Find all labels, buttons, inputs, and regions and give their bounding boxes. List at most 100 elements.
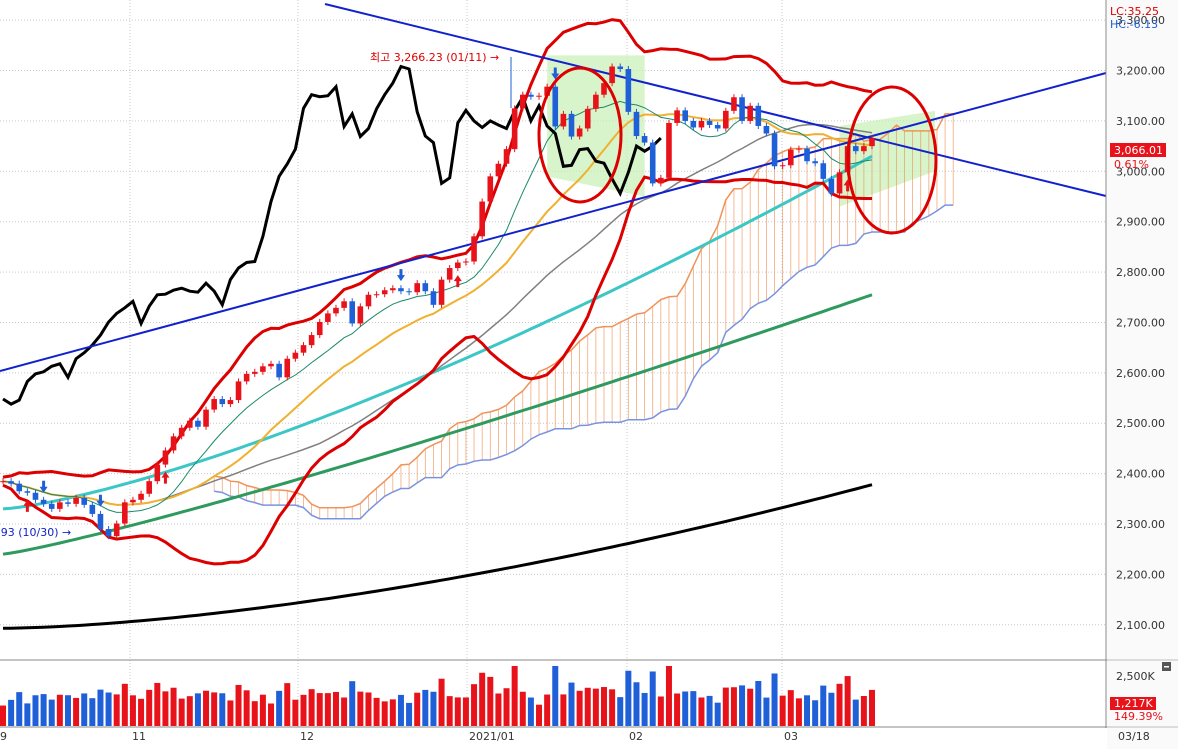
high-annotation: 최고 3,266.23 (01/11) →: [370, 51, 499, 64]
candle-body: [682, 110, 689, 121]
candle-body: [617, 66, 624, 70]
volume-bar: [779, 695, 786, 726]
candle-body: [511, 108, 518, 150]
volume-bar: [527, 697, 534, 726]
candle-body: [487, 176, 494, 202]
volume-bar: [0, 705, 6, 726]
candle-body: [138, 493, 144, 500]
annotation-circles: [537, 66, 938, 235]
candle-body: [658, 177, 664, 184]
volume-bar: [308, 689, 315, 726]
candle-body: [544, 86, 550, 96]
volume-bar: [422, 689, 429, 726]
candle-body: [284, 358, 291, 378]
candle-body: [24, 491, 31, 493]
candle-body: [235, 381, 242, 401]
volume-bar: [332, 691, 339, 726]
highlight-region-left: [547, 55, 645, 197]
buy-signal-arrow: [23, 499, 32, 512]
price-tick-label: 2,800.00: [1116, 266, 1165, 279]
volume-bar: [121, 683, 128, 726]
candle-body: [211, 399, 217, 410]
volume-bar: [389, 699, 396, 726]
volume-bar: [568, 682, 575, 726]
candlesticks: [0, 63, 875, 540]
candle-body: [73, 497, 79, 504]
volume-bar: [747, 688, 754, 726]
candle-body: [747, 105, 753, 121]
price-tick-label: 2,400.00: [1116, 468, 1165, 481]
volume-bar: [203, 690, 210, 726]
volume-bar: [113, 694, 120, 726]
candle-body: [479, 201, 485, 237]
cloud-leading-span-a: [214, 113, 954, 509]
candle-body: [316, 321, 323, 336]
candle-body: [455, 262, 461, 269]
volume-bar: [471, 684, 478, 726]
volume-bar: [804, 695, 811, 726]
volume-bar: [633, 682, 640, 726]
trendline-rising: [0, 72, 1107, 372]
volume-bar: [722, 687, 729, 726]
volume-bar: [97, 689, 104, 726]
time-axis-labels: 9 11 12 2021/01 02 03 03/18: [0, 730, 1150, 743]
volume-bar: [844, 676, 851, 726]
candle-body: [674, 110, 680, 123]
volume-bar: [268, 703, 275, 726]
candle-body: [81, 497, 88, 505]
candle-body: [755, 105, 762, 126]
volume-bar: [32, 695, 39, 726]
ma-teal-line: [2, 154, 873, 511]
candle-body: [349, 301, 356, 324]
price-tick-label: 2,700.00: [1116, 316, 1165, 329]
volume-bar: [73, 697, 80, 726]
candle-body: [105, 529, 112, 537]
candle-body: [333, 307, 339, 314]
volume-bar: [276, 690, 283, 726]
candle-body: [698, 120, 705, 128]
volume-bar: [665, 666, 672, 726]
candle-body: [869, 138, 875, 147]
volume-bar: [381, 701, 388, 726]
volume-bar: [600, 687, 607, 726]
volume-bar: [698, 697, 705, 726]
volume-bar: [836, 683, 843, 726]
candle-body: [203, 409, 209, 427]
volume-bar: [446, 696, 453, 726]
low-annotation: 최저 2,266.93 (10/30) →: [0, 526, 71, 539]
candle-body: [641, 136, 648, 143]
candle-body: [357, 306, 364, 324]
candle-body: [560, 113, 567, 127]
candle-body: [227, 400, 234, 405]
candle-body: [593, 94, 599, 109]
candle-body: [373, 294, 380, 296]
volume-bar: [641, 692, 648, 726]
candle-body: [300, 345, 307, 353]
candle-body: [276, 363, 282, 378]
candle-body: [609, 66, 615, 84]
candle-body: [308, 335, 315, 346]
candle-body: [852, 146, 859, 152]
candle-body: [16, 483, 23, 492]
candle-body: [820, 163, 827, 179]
candle-body: [714, 124, 721, 129]
time-tick-label: 12: [300, 730, 314, 743]
time-tick-label: 9: [0, 730, 7, 743]
annotation-circle-right: [846, 85, 938, 235]
volume-bar: [89, 698, 96, 726]
buy-signal-arrow: [453, 275, 462, 288]
volume-bar: [690, 691, 697, 726]
candle-body: [690, 120, 697, 128]
time-tick-label: 11: [132, 730, 146, 743]
volume-bar: [763, 697, 770, 726]
volume-badge-value: 1,217K: [1114, 697, 1153, 710]
price-axis-labels: 3,300.00 3,200.00 3,100.00 3,000.00 2,900.00…: [1116, 14, 1165, 683]
volume-bar: [138, 698, 145, 726]
lagging-span-line: [2, 64, 662, 406]
volume-bar: [503, 688, 510, 726]
volume-bar: [251, 701, 258, 726]
time-tick-label: 03/18: [1118, 730, 1150, 743]
volume-bar: [211, 692, 218, 726]
